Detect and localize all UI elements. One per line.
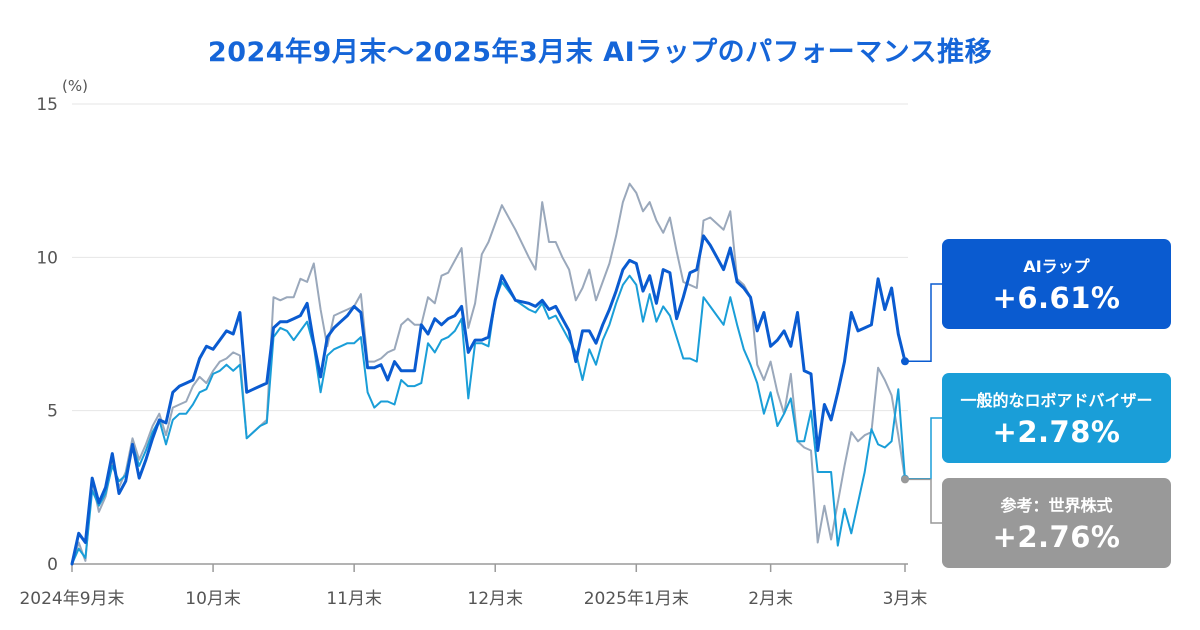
legend-connector-2 [905, 478, 942, 524]
series-lines [70, 182, 907, 566]
series-line-0 [71, 182, 906, 565]
y-tick-label: 10 [36, 248, 58, 268]
legend-robo-advisor-name: 一般的なロボアドバイザー [960, 391, 1153, 410]
legend-world-stocks-value: +2.76% [992, 520, 1121, 554]
chart-title: 2024年9月末〜2025年3月末 AIラップのパフォーマンス推移 [207, 37, 993, 68]
legend-ai-wrap: AIラップ +6.61% [942, 239, 1171, 329]
x-tick-label: 3月末 [883, 589, 928, 609]
grid-lines [72, 103, 908, 412]
x-tick-label: 2024年9月末 [19, 589, 124, 609]
y-tick-label: 0 [47, 555, 58, 575]
legend-robo-advisor-value: +2.78% [992, 415, 1121, 449]
legend-robo-advisor: 一般的なロボアドバイザー +2.78% [942, 373, 1171, 463]
legend-ai-wrap-name: AIラップ [1023, 257, 1090, 276]
legend-ai-wrap-value: +6.61% [992, 281, 1121, 315]
x-tick-label: 10月末 [185, 589, 241, 609]
legend-world-stocks: 参考：世界株式 +2.76% [942, 478, 1171, 568]
legend-connector-1 [905, 417, 942, 480]
legend-connectors [901, 283, 942, 524]
y-tick-label: 5 [47, 402, 58, 422]
y-tick-label: 15 [36, 95, 58, 115]
x-tick-label: 11月末 [326, 589, 382, 609]
series-endpoint-2 [901, 475, 909, 484]
series-line-2 [70, 234, 907, 566]
legend-world-stocks-name: 参考：世界株式 [1000, 496, 1113, 515]
x-tick-label: 2月末 [748, 589, 793, 609]
axes: 0 5 10 15(%) 2024年9月末 10月末 11月末 12月末 2025年1月末 2月末… [19, 77, 927, 609]
y-axis-unit: (%) [62, 77, 88, 95]
series-endpoint-0 [901, 357, 909, 366]
x-tick-label: 2025年1月末 [584, 589, 689, 609]
legend-connector-0 [905, 283, 942, 363]
x-tick-label: 12月末 [467, 589, 523, 609]
series-line-1 [71, 274, 906, 565]
